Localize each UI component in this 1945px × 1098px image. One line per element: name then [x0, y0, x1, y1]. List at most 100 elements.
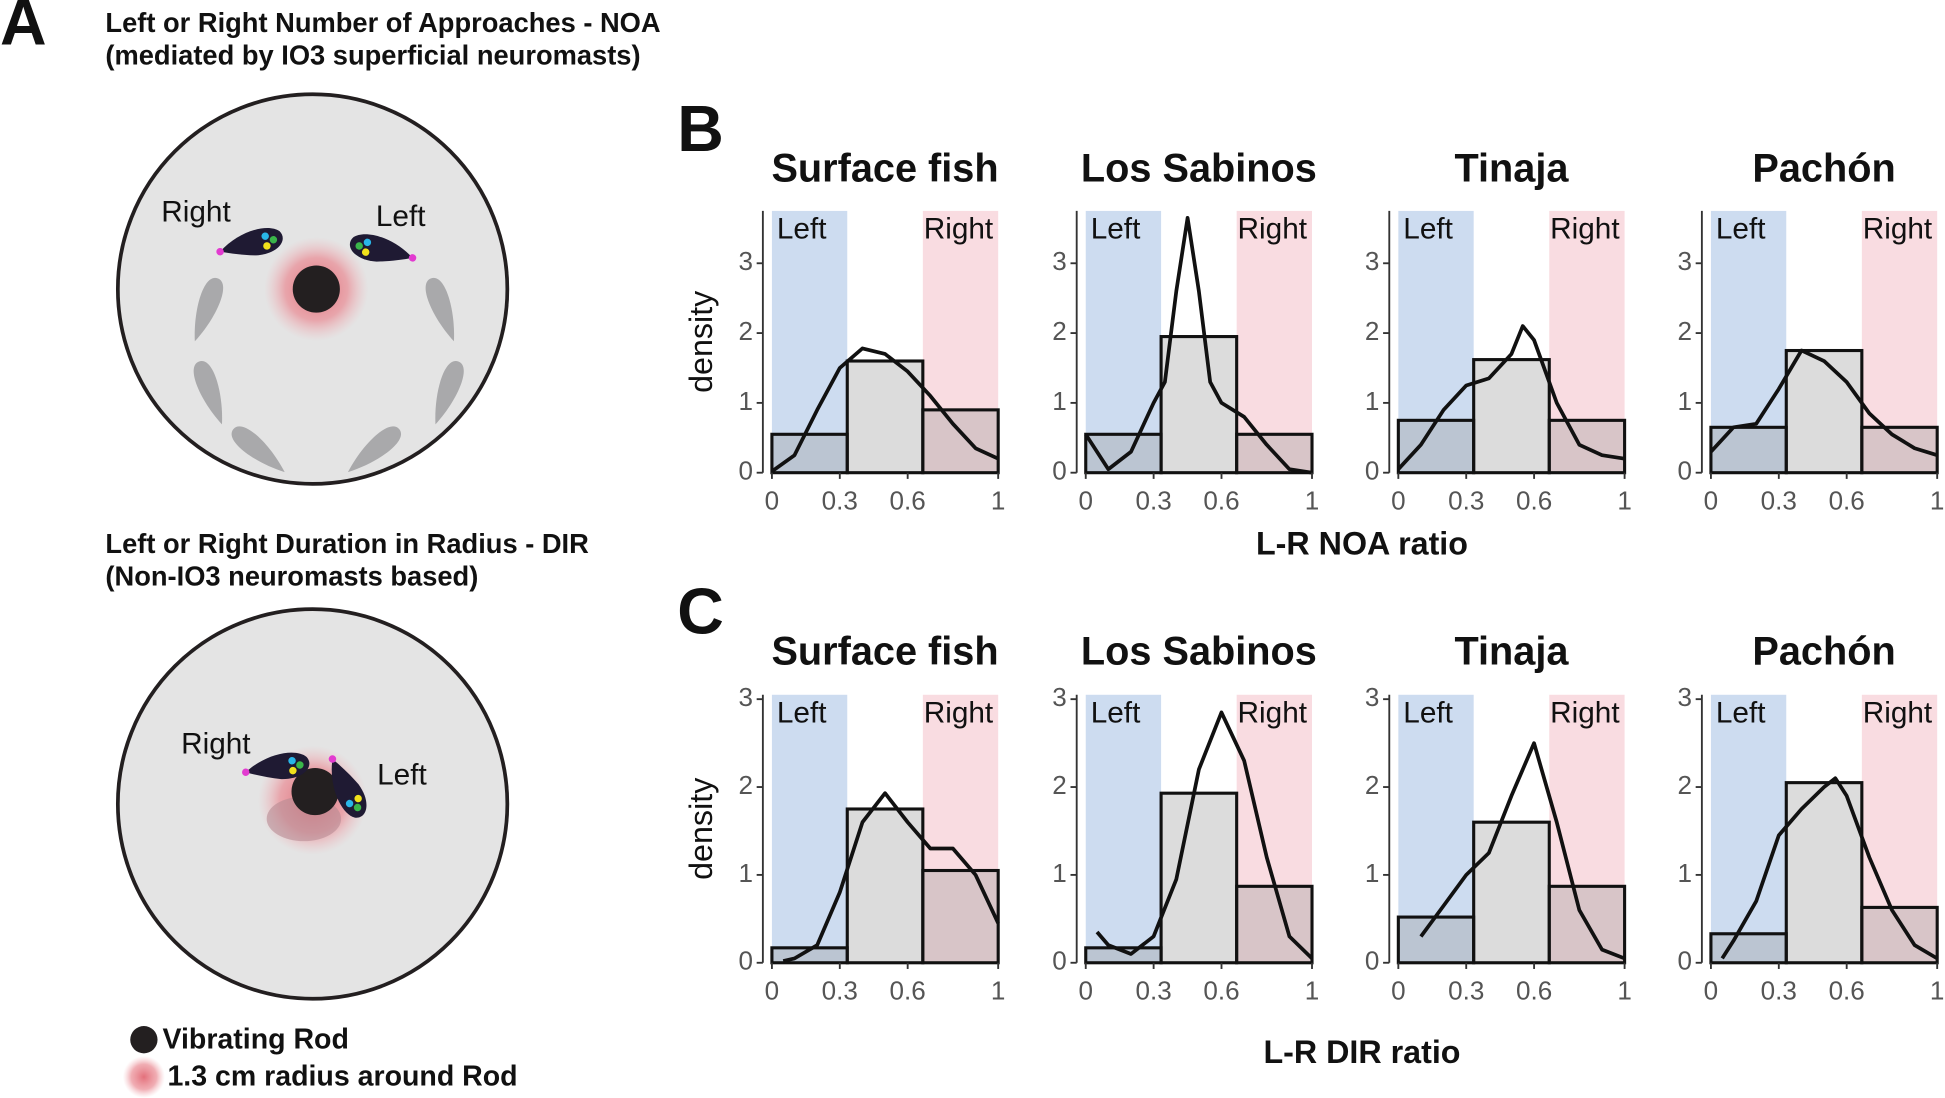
- x-tick-label: 0: [1704, 485, 1718, 515]
- x-tick-label: 1: [1617, 975, 1631, 1005]
- y-tick-label: 2: [1052, 770, 1066, 800]
- legend-label: Vibrating Rod: [162, 1023, 348, 1055]
- y-tick-label: 1: [1365, 386, 1379, 416]
- y-tick-label: 0: [1052, 456, 1066, 486]
- x-tick-label: 0.3: [822, 975, 858, 1005]
- x-tick-label: 0.6: [890, 485, 926, 515]
- y-axis-label: density: [683, 777, 719, 880]
- x-tick-label: 0: [1391, 485, 1405, 515]
- arena-dir: [115, 607, 510, 1001]
- y-tick-label: 0: [1677, 946, 1691, 976]
- bar: [1396, 418, 1476, 475]
- bar: [921, 868, 1000, 965]
- region: [1236, 694, 1313, 963]
- x-tick-label: 0.3: [822, 485, 858, 515]
- x-tick-label: 0: [765, 485, 779, 515]
- x-axis-label: L-R NOA ratio: [1256, 525, 1468, 561]
- x-tick-label: 1: [1305, 485, 1319, 515]
- fish-label: Left: [376, 200, 426, 233]
- x-tick-label: 0: [1078, 975, 1092, 1005]
- fish-label: Right: [161, 195, 231, 228]
- region-label: Left: [777, 696, 827, 729]
- region-label: Left: [1403, 213, 1453, 246]
- y-tick-label: 3: [1365, 682, 1379, 712]
- y-axis-label: density: [683, 290, 719, 393]
- region-label: Left: [1091, 696, 1141, 729]
- y-tick-label: 2: [738, 316, 752, 346]
- y-tick-label: 3: [738, 246, 752, 276]
- y-tick-label: 1: [1677, 386, 1691, 416]
- region-label: Left: [1716, 696, 1766, 729]
- chart-title: Pachón: [1752, 629, 1895, 673]
- y-tick-label: 1: [1677, 858, 1691, 888]
- chart-title: Surface fish: [771, 147, 998, 191]
- x-axis-label: L-R DIR ratio: [1263, 1034, 1460, 1070]
- x-tick-label: 0.6: [1203, 975, 1239, 1005]
- x-tick-label: 1: [1930, 485, 1944, 515]
- region: [1085, 210, 1162, 473]
- y-tick-label: 0: [738, 946, 752, 976]
- region-label: Right: [1550, 696, 1620, 729]
- region-label: Left: [1091, 213, 1141, 246]
- x-tick-label: 0.6: [1829, 485, 1865, 515]
- region: [771, 694, 848, 963]
- panel-label: A: [0, 0, 47, 58]
- bar: [845, 359, 925, 475]
- y-tick-label: 0: [1052, 946, 1066, 976]
- x-tick-label: 0.6: [1203, 485, 1239, 515]
- bar: [1860, 905, 1939, 965]
- chart-title: Tinaja: [1454, 629, 1569, 673]
- y-tick-label: 3: [1052, 246, 1066, 276]
- region: [1710, 694, 1787, 963]
- x-tick-label: 0.6: [890, 975, 926, 1005]
- bar: [1396, 915, 1476, 965]
- x-tick-label: 0.3: [1136, 485, 1172, 515]
- x-tick-label: 0.6: [1829, 975, 1865, 1005]
- y-tick-label: 0: [1677, 456, 1691, 486]
- y-tick-label: 2: [1052, 316, 1066, 346]
- region-label: Right: [924, 696, 994, 729]
- bar: [1547, 884, 1627, 965]
- density-line: [1720, 776, 1939, 961]
- region: [1710, 210, 1787, 473]
- bar: [921, 408, 1000, 475]
- density-line: [1709, 348, 1938, 457]
- diagram-title: Left or Right Duration in Radius - DIR: [105, 528, 589, 559]
- y-tick-label: 3: [1365, 246, 1379, 276]
- y-tick-label: 3: [1677, 246, 1691, 276]
- fish-label: Right: [181, 728, 251, 761]
- panel-label: C: [677, 576, 724, 648]
- y-tick-label: 0: [1365, 946, 1379, 976]
- y-tick-label: 1: [1365, 858, 1379, 888]
- region: [1861, 694, 1938, 963]
- region: [1861, 210, 1938, 473]
- region: [1398, 210, 1474, 473]
- x-tick-label: 1: [1617, 485, 1631, 515]
- y-tick-label: 1: [738, 386, 752, 416]
- x-tick-label: 1: [1930, 975, 1944, 1005]
- bar: [770, 432, 849, 475]
- region-label: Right: [1863, 696, 1933, 729]
- diagram-subtitle: (Non-IO3 neuromasts based): [105, 560, 478, 591]
- charts: B L-R NOA ratio density C L-R DIR ratio densi…: [677, 93, 1944, 1070]
- region: [922, 210, 999, 473]
- region: [1549, 210, 1625, 473]
- x-tick-label: 0.3: [1448, 485, 1484, 515]
- density-line: [1419, 741, 1626, 961]
- region-label: Right: [1238, 213, 1308, 246]
- arena-noa: [115, 92, 510, 486]
- x-tick-label: 0.3: [1448, 975, 1484, 1005]
- chart-title: Los Sabinos: [1081, 147, 1317, 191]
- y-tick-label: 2: [1365, 770, 1379, 800]
- density-line: [1396, 324, 1625, 471]
- region: [1085, 694, 1162, 963]
- y-tick-label: 0: [738, 456, 752, 486]
- x-tick-label: 0: [765, 975, 779, 1005]
- region-label: Left: [1716, 213, 1766, 246]
- diagram-title: Left or Right Number of Approaches - NOA: [105, 7, 660, 38]
- y-tick-label: 0: [1365, 456, 1379, 486]
- region: [1236, 210, 1313, 473]
- y-tick-label: 2: [738, 770, 752, 800]
- bar: [1235, 884, 1314, 965]
